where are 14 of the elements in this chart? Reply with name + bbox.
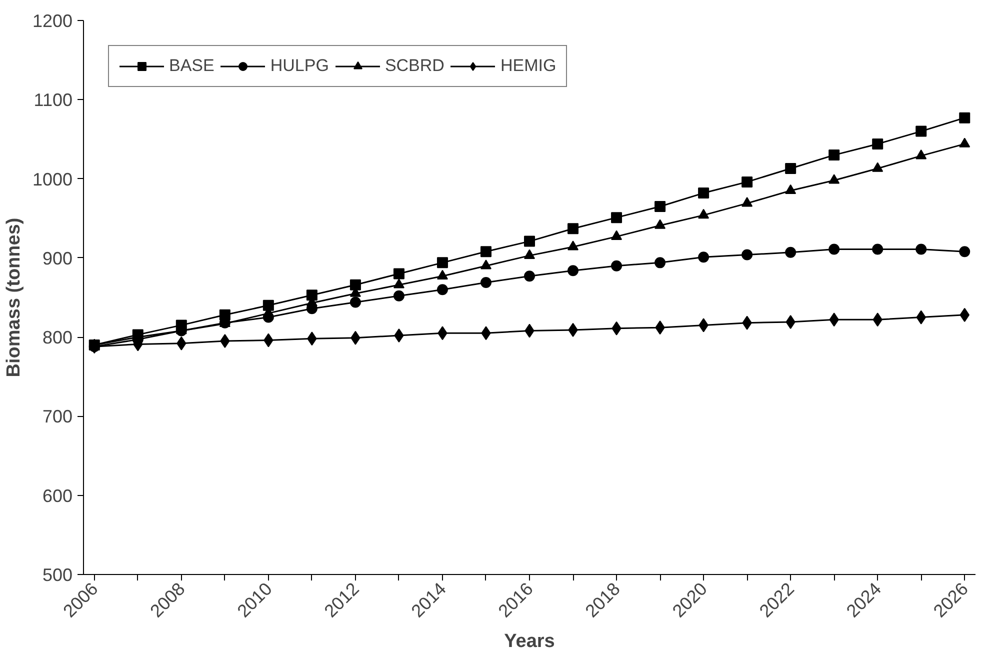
legend-label: BASE [169, 56, 214, 76]
y-tick-label: 1000 [32, 169, 73, 190]
y-tick-label: 700 [42, 406, 73, 427]
y-tick-label: 1200 [32, 11, 73, 31]
x-axis-title: Years [504, 631, 555, 652]
y-tick-label: 900 [42, 248, 73, 268]
y-tick-label: 800 [42, 328, 73, 348]
y-tick-label: 600 [42, 486, 73, 506]
y-tick-label: 1100 [34, 90, 73, 110]
legend-label: HULPG [270, 56, 329, 76]
y-tick-label: 500 [42, 565, 73, 585]
legend-label: HEMIG [500, 56, 556, 76]
y-axis-title: Biomass (tonnes) [3, 218, 24, 378]
legend-label: SCBRD [384, 56, 444, 76]
